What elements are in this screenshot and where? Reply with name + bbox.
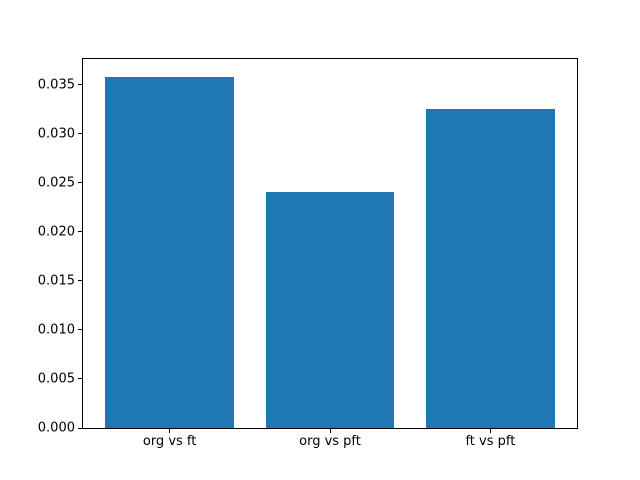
x-axis-tick [489, 429, 491, 433]
y-axis-tick-label: 0.005 [37, 371, 75, 387]
x-axis-tick-label: org vs ft [142, 434, 197, 449]
bar-org-vs-pft [265, 191, 395, 428]
y-axis-tick [78, 280, 82, 282]
x-axis-tick [329, 429, 331, 433]
y-axis-tick [78, 182, 82, 184]
y-axis-tick [78, 133, 82, 135]
y-axis-tick [78, 84, 82, 86]
y-axis-tick-label: 0.030 [37, 126, 75, 142]
x-axis-tick-label: org vs pft [299, 434, 361, 449]
y-axis-tick-label: 0.025 [37, 175, 75, 191]
x-axis-tick-label: ft vs pft [465, 434, 516, 449]
y-axis-tick-label: 0.000 [37, 420, 75, 436]
y-axis-tick-label: 0.020 [37, 224, 75, 240]
y-axis-tick [78, 329, 82, 331]
x-axis-tick [169, 429, 171, 433]
bar-ft-vs-pft [426, 109, 555, 428]
y-axis-tick-label: 0.035 [37, 77, 75, 93]
y-axis-tick-label: 0.010 [37, 322, 75, 338]
plot-area: 0.000 0.005 0.010 0.015 0.020 0.025 0.030 0.035… [38, 58, 578, 448]
y-axis-tick-label: 0.015 [37, 273, 75, 289]
y-axis-tick [78, 427, 82, 429]
y-axis-tick [78, 378, 82, 380]
y-axis-tick [78, 231, 82, 233]
bar-org-vs-ft [105, 76, 234, 428]
